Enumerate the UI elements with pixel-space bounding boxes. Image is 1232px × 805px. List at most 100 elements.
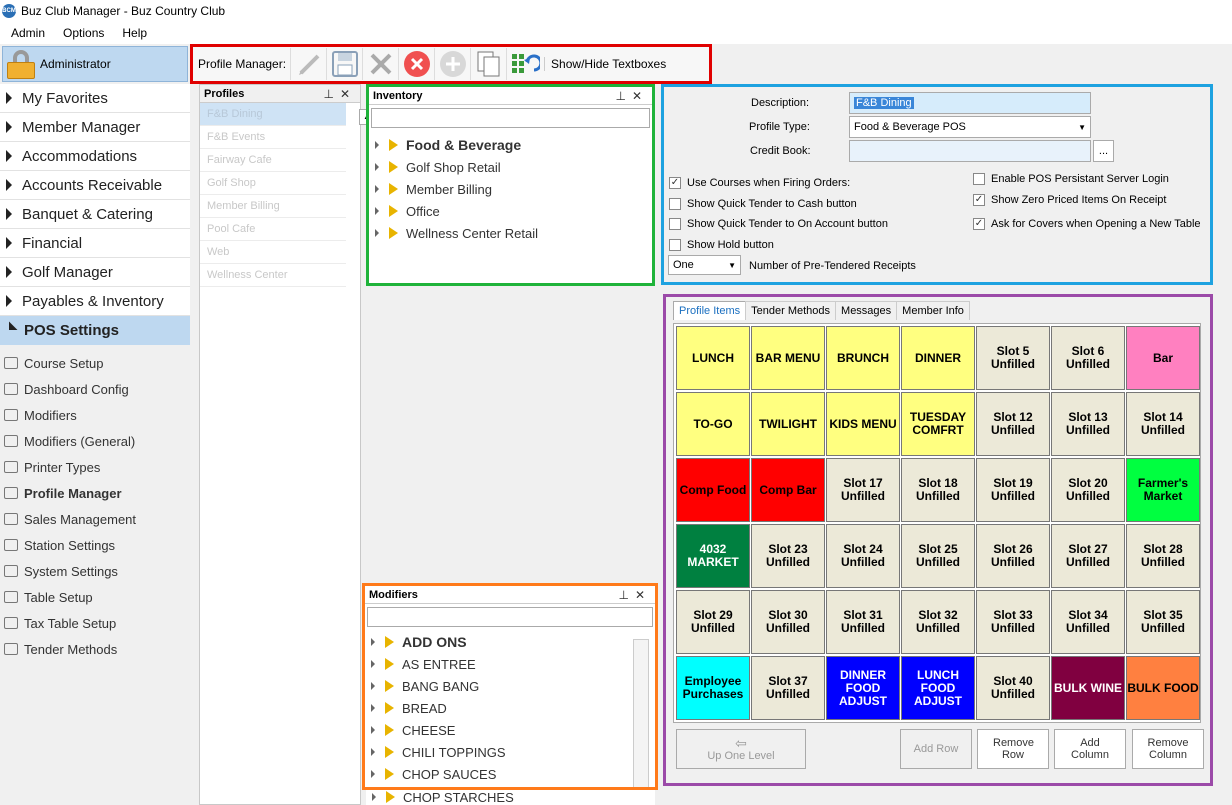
remove-column-button[interactable]: Remove Column bbox=[1132, 729, 1204, 769]
slot-button[interactable]: Bar bbox=[1126, 326, 1200, 390]
subnav-modifiers[interactable]: Modifiers bbox=[0, 402, 188, 428]
nav-pos-settings[interactable]: POS Settings bbox=[0, 316, 190, 345]
tree-row[interactable]: CHILI TOPPINGS bbox=[365, 741, 655, 763]
modifiers-search-input[interactable] bbox=[367, 607, 653, 627]
nav-financial[interactable]: Financial bbox=[0, 229, 190, 258]
save-button[interactable] bbox=[326, 48, 362, 80]
expand-icon[interactable] bbox=[371, 682, 375, 690]
slot-button[interactable]: DINNER FOOD ADJUST bbox=[826, 656, 900, 720]
expand-icon[interactable] bbox=[371, 726, 375, 734]
close-icon[interactable]: ✕ bbox=[634, 587, 651, 602]
slot-button[interactable]: Employee Purchases bbox=[676, 656, 750, 720]
slot-button[interactable]: Farmer's Market bbox=[1126, 458, 1200, 522]
expand-icon[interactable] bbox=[375, 141, 379, 149]
slot-button[interactable]: Slot 17 Unfilled bbox=[826, 458, 900, 522]
tree-row[interactable]: AS ENTREE bbox=[365, 653, 655, 675]
slot-button[interactable]: Slot 37 Unfilled bbox=[751, 656, 825, 720]
modifiers-scrollbar[interactable] bbox=[633, 639, 649, 787]
slot-button[interactable]: DINNER bbox=[901, 326, 975, 390]
profile-row[interactable]: Fairway Cafe bbox=[200, 149, 346, 172]
slot-button[interactable]: Slot 19 Unfilled bbox=[976, 458, 1050, 522]
expand-icon[interactable] bbox=[375, 163, 379, 171]
add-button[interactable] bbox=[434, 48, 470, 80]
slot-button[interactable]: Slot 33 Unfilled bbox=[976, 590, 1050, 654]
expand-icon[interactable] bbox=[371, 638, 375, 646]
slot-button[interactable]: Slot 20 Unfilled bbox=[1051, 458, 1125, 522]
pin-icon[interactable]: ⊥ bbox=[618, 587, 635, 602]
menu-admin[interactable]: Admin bbox=[11, 26, 46, 40]
expand-icon[interactable] bbox=[375, 229, 379, 237]
menu-help[interactable]: Help bbox=[122, 26, 148, 40]
expand-icon[interactable] bbox=[375, 185, 379, 193]
nav-payables-inventory[interactable]: Payables & Inventory bbox=[0, 287, 190, 316]
subnav-table-setup[interactable]: Table Setup bbox=[0, 584, 188, 610]
subnav-dashboard-config[interactable]: Dashboard Config bbox=[0, 376, 188, 402]
tree-row[interactable]: Member Billing bbox=[369, 178, 652, 200]
ask-covers-checkbox[interactable]: ✓ Ask for Covers when Opening a New Table bbox=[973, 218, 1201, 230]
tree-row[interactable]: Golf Shop Retail bbox=[369, 156, 652, 178]
tree-row[interactable]: BREAD bbox=[365, 697, 655, 719]
persistent-login-checkbox[interactable]: Enable POS Persistant Server Login bbox=[973, 173, 1169, 185]
subnav-tender-methods[interactable]: Tender Methods bbox=[0, 636, 188, 662]
slot-button[interactable]: 4032 MARKET bbox=[676, 524, 750, 588]
slot-button[interactable]: Slot 29 Unfilled bbox=[676, 590, 750, 654]
expand-icon[interactable] bbox=[375, 207, 379, 215]
pin-icon[interactable]: ⊥ bbox=[323, 86, 340, 101]
menu-options[interactable]: Options bbox=[63, 26, 105, 40]
tree-row[interactable]: CHOP STARCHES bbox=[366, 790, 655, 805]
slot-button[interactable]: BRUNCH bbox=[826, 326, 900, 390]
subnav-profile-manager[interactable]: Profile Manager bbox=[0, 480, 188, 506]
slot-button[interactable]: Slot 5 Unfilled bbox=[976, 326, 1050, 390]
cancel-button[interactable] bbox=[398, 48, 434, 80]
description-input[interactable]: F&B Dining bbox=[849, 92, 1091, 114]
profile-row[interactable]: F&B Events bbox=[200, 126, 346, 149]
add-row-button[interactable]: Add Row bbox=[900, 729, 972, 769]
slot-button[interactable]: LUNCH FOOD ADJUST bbox=[901, 656, 975, 720]
receipts-select[interactable]: One ▼ bbox=[668, 255, 741, 275]
tree-row[interactable]: CHEESE bbox=[365, 719, 655, 741]
tab-member-info[interactable]: Member Info bbox=[896, 301, 970, 320]
slot-button[interactable]: Slot 27 Unfilled bbox=[1051, 524, 1125, 588]
subnav-tax-table-setup[interactable]: Tax Table Setup bbox=[0, 610, 188, 636]
nav-banquet-catering[interactable]: Banquet & Catering bbox=[0, 200, 190, 229]
slot-button[interactable]: BAR MENU bbox=[751, 326, 825, 390]
slot-button[interactable]: TUESDAY COMFRT bbox=[901, 392, 975, 456]
expand-icon[interactable] bbox=[371, 660, 375, 668]
credit-book-browse-button[interactable]: ... bbox=[1093, 140, 1114, 162]
slot-button[interactable]: Comp Food bbox=[676, 458, 750, 522]
subnav-course-setup[interactable]: Course Setup bbox=[0, 350, 188, 376]
slot-button[interactable]: Slot 26 Unfilled bbox=[976, 524, 1050, 588]
slot-button[interactable]: Slot 32 Unfilled bbox=[901, 590, 975, 654]
slot-button[interactable]: Slot 34 Unfilled bbox=[1051, 590, 1125, 654]
tab-tender-methods[interactable]: Tender Methods bbox=[745, 301, 837, 320]
subnav-sales-management[interactable]: Sales Management bbox=[0, 506, 188, 532]
credit-book-input[interactable] bbox=[849, 140, 1091, 162]
slot-button[interactable]: Slot 24 Unfilled bbox=[826, 524, 900, 588]
user-box[interactable]: Administrator bbox=[2, 46, 188, 82]
expand-icon[interactable] bbox=[371, 748, 375, 756]
pin-icon[interactable]: ⊥ bbox=[615, 88, 632, 103]
profile-row[interactable]: Golf Shop bbox=[200, 172, 346, 195]
profile-row[interactable]: Pool Cafe bbox=[200, 218, 346, 241]
slot-button[interactable]: LUNCH bbox=[676, 326, 750, 390]
close-icon[interactable]: ✕ bbox=[631, 88, 648, 103]
tree-row[interactable]: Wellness Center Retail bbox=[369, 222, 652, 244]
slot-button[interactable]: Slot 35 Unfilled bbox=[1126, 590, 1200, 654]
nav-accounts-receivable[interactable]: Accounts Receivable bbox=[0, 171, 190, 200]
nav-my-favorites[interactable]: My Favorites bbox=[0, 84, 190, 113]
slot-button[interactable]: Comp Bar bbox=[751, 458, 825, 522]
slot-button[interactable]: Slot 28 Unfilled bbox=[1126, 524, 1200, 588]
delete-button[interactable] bbox=[362, 48, 398, 80]
tree-row[interactable]: ADD ONS bbox=[365, 631, 655, 653]
remove-row-button[interactable]: Remove Row bbox=[977, 729, 1049, 769]
tree-row[interactable]: Office bbox=[369, 200, 652, 222]
subnav-printer-types[interactable]: Printer Types bbox=[0, 454, 188, 480]
tree-row[interactable]: CHOP SAUCES bbox=[365, 763, 655, 785]
slot-button[interactable]: Slot 18 Unfilled bbox=[901, 458, 975, 522]
zero-priced-checkbox[interactable]: ✓ Show Zero Priced Items On Receipt bbox=[973, 194, 1166, 206]
tree-row[interactable]: Food & Beverage bbox=[369, 134, 652, 156]
nav-golf-manager[interactable]: Golf Manager bbox=[0, 258, 190, 287]
inventory-search-input[interactable] bbox=[371, 108, 650, 128]
subnav-station-settings[interactable]: Station Settings bbox=[0, 532, 188, 558]
profile-row[interactable]: Web bbox=[200, 241, 346, 264]
